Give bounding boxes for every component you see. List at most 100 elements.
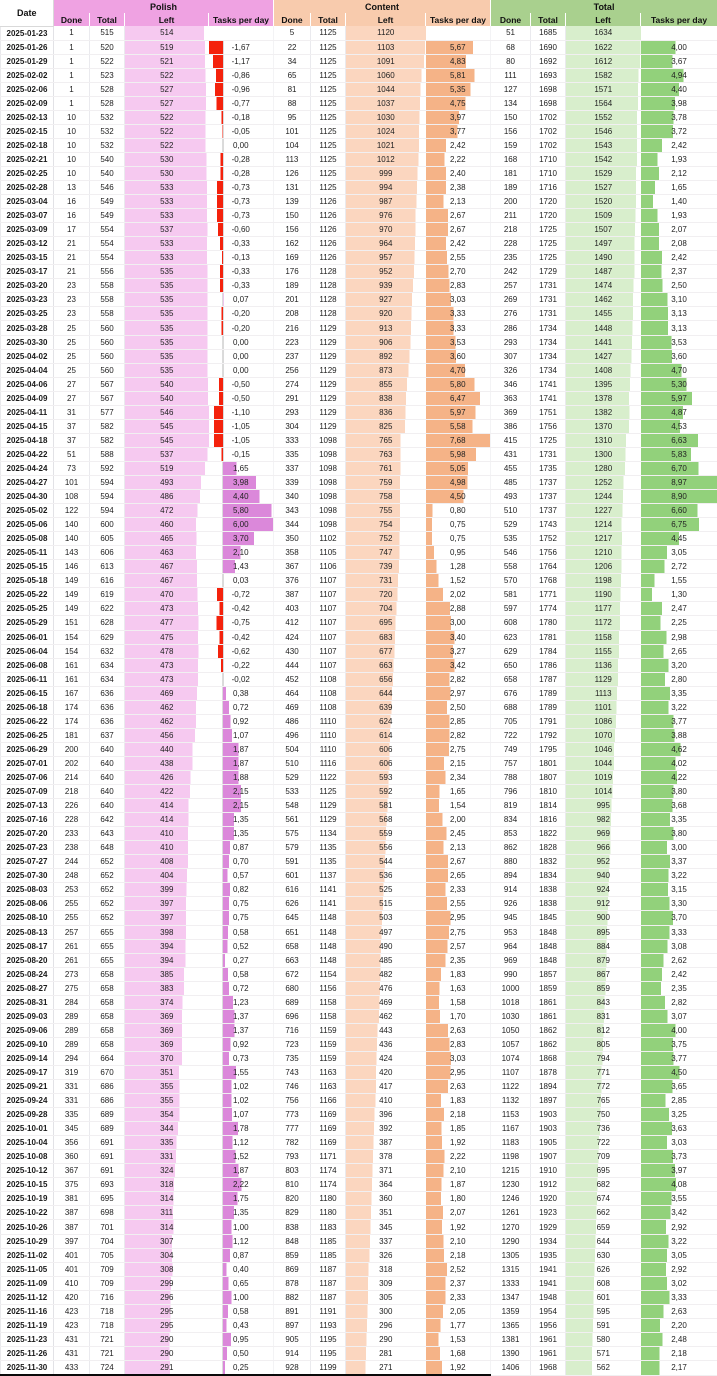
cell-content-left[interactable]: 763 bbox=[346, 447, 426, 461]
cell-polish-total[interactable]: 670 bbox=[90, 1065, 125, 1079]
cell-content-tasks-per-day[interactable]: 2,18 bbox=[426, 1248, 491, 1262]
cell-date[interactable]: 2025-04-27 bbox=[1, 476, 54, 490]
cell-total-tasks-per-day[interactable]: 3,22 bbox=[641, 700, 717, 714]
cell-content-total[interactable]: 1159 bbox=[311, 1023, 346, 1037]
cell-polish-tasks-per-day[interactable]: 1,35 bbox=[209, 1206, 274, 1220]
cell-total-done[interactable]: 964 bbox=[491, 939, 531, 953]
cell-total-left[interactable]: 1543 bbox=[566, 138, 641, 152]
cell-content-done[interactable]: 5 bbox=[274, 26, 311, 40]
cell-total-tasks-per-day[interactable]: 4,00 bbox=[641, 40, 717, 54]
cell-content-total[interactable]: 1129 bbox=[311, 335, 346, 349]
cell-content-done[interactable]: 716 bbox=[274, 1023, 311, 1037]
cell-polish-tasks-per-day[interactable]: 1,00 bbox=[209, 1220, 274, 1234]
cell-date[interactable]: 2025-10-01 bbox=[1, 1122, 54, 1136]
cell-total-done[interactable]: 1074 bbox=[491, 1051, 531, 1065]
cell-content-total[interactable]: 1187 bbox=[311, 1290, 346, 1304]
cell-content-tasks-per-day[interactable]: 2,35 bbox=[426, 953, 491, 967]
cell-total-done[interactable]: 1050 bbox=[491, 1023, 531, 1037]
cell-date[interactable]: 2025-03-15 bbox=[1, 251, 54, 265]
cell-total-total[interactable]: 1878 bbox=[531, 1065, 566, 1079]
cell-total-tasks-per-day[interactable]: 1,30 bbox=[641, 588, 717, 602]
cell-date[interactable]: 2025-04-22 bbox=[1, 447, 54, 461]
cell-date[interactable]: 2025-06-15 bbox=[1, 686, 54, 700]
cell-content-done[interactable]: 333 bbox=[274, 433, 311, 447]
cell-content-left[interactable]: 704 bbox=[346, 602, 426, 616]
cell-date[interactable]: 2025-08-10 bbox=[1, 911, 54, 925]
cell-content-total[interactable]: 1129 bbox=[311, 349, 346, 363]
cell-polish-done[interactable]: 108 bbox=[54, 490, 90, 504]
cell-polish-total[interactable]: 606 bbox=[90, 546, 125, 560]
cell-total-done[interactable]: 1359 bbox=[491, 1304, 531, 1318]
cell-content-done[interactable]: 293 bbox=[274, 405, 311, 419]
cell-content-left[interactable]: 436 bbox=[346, 1037, 426, 1051]
cell-polish-tasks-per-day[interactable]: -0,72 bbox=[209, 588, 274, 602]
cell-total-done[interactable]: 150 bbox=[491, 110, 531, 124]
cell-content-left[interactable]: 271 bbox=[346, 1360, 426, 1375]
cell-content-tasks-per-day[interactable]: 1,83 bbox=[426, 967, 491, 981]
cell-total-tasks-per-day[interactable]: 3,70 bbox=[641, 911, 717, 925]
cell-total-tasks-per-day[interactable]: 6,70 bbox=[641, 461, 717, 475]
cell-polish-tasks-per-day[interactable]: -0,50 bbox=[209, 377, 274, 391]
cell-polish-tasks-per-day[interactable]: -0,73 bbox=[209, 209, 274, 223]
cell-polish-left[interactable]: 355 bbox=[125, 1094, 209, 1108]
cell-content-tasks-per-day[interactable]: 1,65 bbox=[426, 785, 491, 799]
cell-content-left[interactable]: 913 bbox=[346, 321, 426, 335]
cell-total-left[interactable]: 1217 bbox=[566, 532, 641, 546]
cell-content-left[interactable]: 476 bbox=[346, 981, 426, 995]
cell-content-total[interactable]: 1163 bbox=[311, 1080, 346, 1094]
cell-date[interactable]: 2025-11-02 bbox=[1, 1248, 54, 1262]
cell-total-done[interactable]: 535 bbox=[491, 532, 531, 546]
cell-polish-total[interactable]: 558 bbox=[90, 293, 125, 307]
cell-total-tasks-per-day[interactable]: 3,35 bbox=[641, 813, 717, 827]
cell-content-done[interactable]: 626 bbox=[274, 897, 311, 911]
cell-content-done[interactable]: 735 bbox=[274, 1051, 311, 1065]
cell-content-left[interactable]: 536 bbox=[346, 869, 426, 883]
cell-date[interactable]: 2025-05-18 bbox=[1, 574, 54, 588]
cell-total-tasks-per-day[interactable]: 4,62 bbox=[641, 742, 717, 756]
cell-total-done[interactable]: 629 bbox=[491, 644, 531, 658]
cell-total-left[interactable]: 924 bbox=[566, 883, 641, 897]
cell-total-done[interactable]: 269 bbox=[491, 293, 531, 307]
cell-total-total[interactable]: 1702 bbox=[531, 124, 566, 138]
cell-polish-done[interactable]: 21 bbox=[54, 251, 90, 265]
cell-date[interactable]: 2025-11-30 bbox=[1, 1360, 54, 1375]
cell-total-total[interactable]: 1859 bbox=[531, 981, 566, 995]
cell-total-left[interactable]: 982 bbox=[566, 813, 641, 827]
cell-total-tasks-per-day[interactable]: 2,18 bbox=[641, 1346, 717, 1360]
cell-polish-total[interactable]: 658 bbox=[90, 1023, 125, 1037]
cell-total-done[interactable]: 181 bbox=[491, 166, 531, 180]
cell-content-left[interactable]: 644 bbox=[346, 686, 426, 700]
cell-date[interactable]: 2025-02-28 bbox=[1, 181, 54, 195]
cell-polish-done[interactable]: 10 bbox=[54, 124, 90, 138]
cell-total-left[interactable]: 626 bbox=[566, 1262, 641, 1276]
cell-polish-tasks-per-day[interactable]: 1,37 bbox=[209, 1023, 274, 1037]
cell-polish-left[interactable]: 478 bbox=[125, 644, 209, 658]
cell-content-done[interactable]: 878 bbox=[274, 1276, 311, 1290]
cell-content-done[interactable]: 22 bbox=[274, 40, 311, 54]
cell-polish-total[interactable]: 636 bbox=[90, 686, 125, 700]
cell-polish-left[interactable]: 308 bbox=[125, 1262, 209, 1276]
cell-content-left[interactable]: 592 bbox=[346, 785, 426, 799]
cell-polish-done[interactable]: 423 bbox=[54, 1304, 90, 1318]
cell-total-tasks-per-day[interactable]: 5,83 bbox=[641, 447, 717, 461]
cell-content-tasks-per-day[interactable]: 1,54 bbox=[426, 799, 491, 813]
cell-total-done[interactable]: 1122 bbox=[491, 1080, 531, 1094]
cell-polish-total[interactable]: 643 bbox=[90, 827, 125, 841]
cell-polish-total[interactable]: 528 bbox=[90, 82, 125, 96]
cell-polish-left[interactable]: 473 bbox=[125, 658, 209, 672]
cell-polish-left[interactable]: 410 bbox=[125, 827, 209, 841]
cell-total-done[interactable]: 529 bbox=[491, 518, 531, 532]
cell-total-tasks-per-day[interactable]: 2,92 bbox=[641, 1262, 717, 1276]
cell-total-done[interactable]: 1406 bbox=[491, 1360, 531, 1375]
cell-date[interactable]: 2025-05-08 bbox=[1, 532, 54, 546]
cell-polish-tasks-per-day[interactable]: 0,92 bbox=[209, 714, 274, 728]
cell-polish-left[interactable]: 369 bbox=[125, 1009, 209, 1023]
column-header-total-tasks-per-day[interactable]: Tasks per day bbox=[641, 13, 717, 26]
cell-total-left[interactable]: 595 bbox=[566, 1304, 641, 1318]
cell-date[interactable]: 2025-04-15 bbox=[1, 419, 54, 433]
cell-content-left[interactable]: 525 bbox=[346, 883, 426, 897]
cell-total-done[interactable]: 293 bbox=[491, 335, 531, 349]
cell-content-done[interactable]: 162 bbox=[274, 237, 311, 251]
cell-total-done[interactable]: 1246 bbox=[491, 1192, 531, 1206]
cell-polish-done[interactable]: 397 bbox=[54, 1234, 90, 1248]
